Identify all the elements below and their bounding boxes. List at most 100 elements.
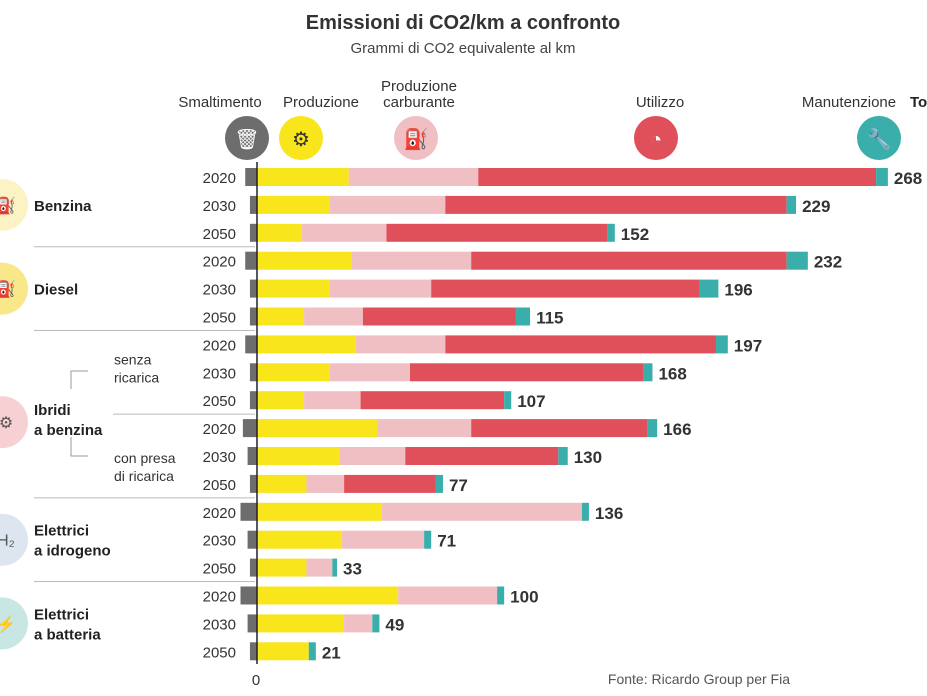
bracket-bottom (70, 437, 88, 457)
bar-segment-produzione (257, 642, 309, 661)
legend-icon-bg (857, 116, 901, 160)
bar-segment-manutenzione (647, 419, 658, 438)
legend-label: Produzione (283, 94, 359, 111)
h2-icon-glyph: H₂ (0, 533, 15, 550)
bar-segment-smaltimento (245, 168, 257, 186)
fuel-pump-icon-glyph: ⛽ (0, 280, 16, 299)
year-label: 2050 (203, 226, 236, 243)
gear-icon: ⚙ (292, 129, 310, 151)
bar-segment-produzione (257, 502, 382, 521)
bar-segment-utilizzo (344, 474, 436, 493)
chart-subtitle: Grammi di CO2 equivalente al km (350, 40, 575, 57)
bar-segment-utilizzo (471, 419, 648, 438)
bar-segment-produzione (257, 223, 302, 242)
total-label: 130 (574, 448, 602, 467)
legend-label: Manutenzione (802, 94, 896, 111)
legend-icon-bg (634, 116, 678, 160)
bar-segment-produzione (257, 168, 349, 186)
year-label: 2030 (203, 282, 236, 299)
bar-segment-manutenzione (504, 391, 512, 410)
year-label: 2050 (203, 477, 236, 494)
group-label: Diesel (34, 282, 78, 299)
year-label: 2030 (203, 616, 236, 633)
total-label: 71 (437, 532, 456, 551)
fuel-pump-icon (0, 262, 28, 315)
total-label: 107 (517, 392, 545, 411)
bar-segment-produzione-carburante (377, 419, 472, 438)
bar-segment-produzione-carburante (355, 335, 446, 354)
bar-segment-produzione-carburante (329, 363, 411, 382)
bar-segment-produzione (257, 195, 330, 214)
total-label: 168 (658, 364, 686, 383)
year-label: 2020 (203, 421, 236, 438)
year-label: 2050 (203, 561, 236, 578)
speedometer-icon: ◔ (650, 129, 662, 151)
group-label: Ibridi (34, 402, 71, 419)
bar-segment-manutenzione (515, 307, 531, 326)
bar-segment-produzione (257, 307, 305, 326)
group-label: a idrogeno (34, 543, 111, 560)
bar-segment-produzione (257, 391, 305, 410)
bar-segment-manutenzione (497, 586, 505, 605)
bar-segment-manutenzione (716, 335, 728, 354)
bar-segment-manutenzione (308, 642, 316, 661)
bar-segment-utilizzo (405, 447, 559, 465)
bar-segment-manutenzione (435, 474, 443, 493)
bar-segment-smaltimento (249, 391, 257, 410)
total-label: 21 (322, 643, 341, 662)
total-label: 166 (663, 420, 691, 439)
legend-label: carburante (383, 94, 455, 111)
wrench-icon: 🔧 (867, 127, 892, 151)
bar-segment-manutenzione (786, 195, 797, 214)
bar-segment-produzione-carburante (351, 251, 472, 270)
total-label: 196 (724, 281, 752, 300)
bar-segment-produzione-carburante (348, 168, 479, 186)
bar-segment-produzione-carburante (306, 474, 345, 493)
subgroup-label: senza (114, 351, 152, 367)
bar-segment-smaltimento (249, 363, 257, 382)
bar-segment-produzione-carburante (398, 586, 498, 605)
year-label: 2030 (203, 198, 236, 215)
bar-segment-produzione (257, 474, 307, 493)
bar-segment-produzione-carburante (329, 279, 432, 298)
battery-bolt-icon (0, 597, 28, 650)
year-label: 2020 (203, 589, 236, 606)
total-header: Totale (910, 94, 927, 111)
bar-segment-smaltimento (247, 530, 257, 549)
bar-segment-smaltimento (249, 279, 257, 298)
bar-segment-produzione (257, 251, 352, 270)
bar-segment-produzione (257, 586, 399, 605)
bar-segment-produzione-carburante (304, 307, 363, 326)
subgroup-label: di ricarica (114, 468, 174, 484)
bar-segment-produzione-carburante (339, 447, 406, 465)
bar-segment-manutenzione (372, 614, 380, 633)
bar-segment-smaltimento (249, 223, 257, 242)
total-label: 77 (449, 476, 468, 495)
total-label: 232 (814, 253, 842, 272)
year-label: 2050 (203, 310, 236, 327)
bar-segment-smaltimento (242, 419, 257, 438)
bar-segment-produzione (257, 558, 307, 577)
legend-label: Produzione (381, 78, 457, 95)
fuel-pump-icon-glyph: ⛽ (0, 196, 16, 215)
x-zero-label: 0 (252, 672, 260, 689)
year-label: 2030 (203, 449, 236, 466)
total-label: 268 (894, 169, 922, 188)
year-label: 2030 (203, 365, 236, 382)
bar-segment-utilizzo (445, 335, 717, 354)
bar-segment-smaltimento (247, 447, 257, 465)
bar-segment-produzione (257, 530, 342, 549)
bar-segment-smaltimento (240, 586, 257, 605)
bar-segment-manutenzione (699, 279, 719, 298)
group-label: a benzina (34, 422, 103, 439)
bar-segment-manutenzione (876, 168, 888, 186)
bar-segment-manutenzione (558, 447, 568, 465)
bar-segment-manutenzione (607, 223, 615, 242)
chart-title: Emissioni di CO2/km a confronto (306, 12, 621, 34)
bar-segment-produzione (257, 419, 378, 438)
bar-segment-utilizzo (445, 195, 787, 214)
bar-segment-smaltimento (249, 642, 257, 661)
bar-segment-produzione-carburante (304, 391, 361, 410)
year-label: 2020 (203, 505, 236, 522)
trash-icon: 🗑 (234, 128, 259, 151)
